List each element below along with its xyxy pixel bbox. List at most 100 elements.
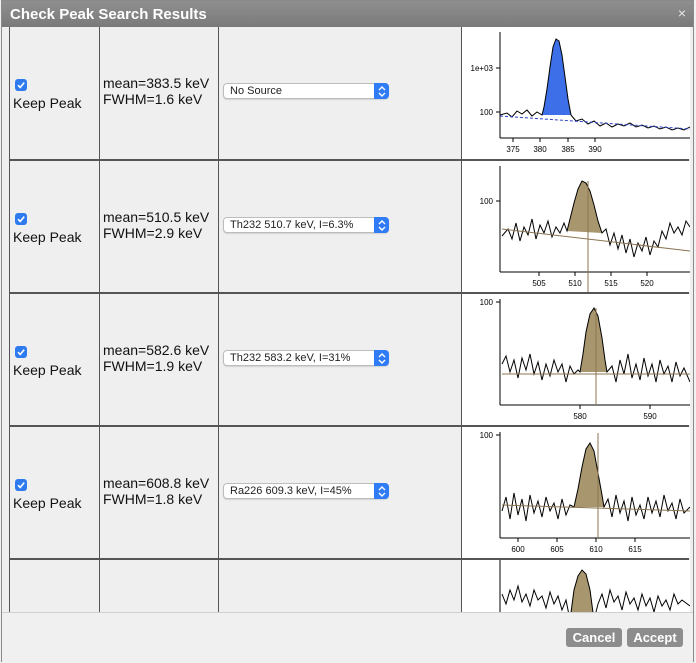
source-select-value: Th232 583.2 keV, I=31% (230, 352, 351, 364)
source-select[interactable]: Th232 510.7 keV, I=6.3% (223, 217, 389, 233)
continuum-line (501, 504, 690, 512)
peak-info-cell: mean=582.6 keV FWHM=1.9 keV (100, 294, 219, 425)
keep-cell: Keep Peak (10, 27, 100, 159)
y-tick-label: 100 (480, 108, 494, 117)
keep-peak-label: Keep Peak (13, 362, 82, 378)
peak-row: Keep Peak mean=582.6 keV FWHM=1.9 keV Th… (9, 293, 690, 426)
peak-mean: mean=510.5 keV (103, 209, 210, 225)
peak-info-cell: mean=510.5 keV FWHM=2.9 keV (100, 161, 219, 292)
peak-fwhm: FWHM=2.9 keV (103, 225, 203, 241)
peak-mean: mean=383.5 keV (103, 75, 210, 91)
peak-fill (580, 308, 607, 372)
x-tick-label: 605 (550, 545, 564, 554)
peak-info: mean=383.5 keV FWHM=1.6 keV (103, 75, 209, 107)
x-tick-label: 600 (511, 545, 525, 554)
peak-plot-cell (462, 560, 690, 612)
peak-plot: 100 505 510 515 520 (480, 166, 690, 292)
select-arrows-icon (374, 483, 389, 499)
source-select-value: No Source (230, 85, 282, 97)
peak-plot (499, 560, 690, 612)
peak-mean: mean=582.6 keV (103, 342, 210, 358)
close-icon[interactable]: × (677, 5, 686, 21)
keep-peak-checkbox[interactable] (15, 346, 27, 358)
keep-peak-label: Keep Peak (13, 229, 82, 245)
check-icon (17, 349, 25, 356)
peak-mean: mean=608.8 keV (103, 475, 210, 491)
peak-row (9, 559, 690, 612)
select-arrows-icon (374, 350, 389, 366)
x-tick-label: 390 (588, 145, 602, 154)
peak-results-list[interactable]: Keep Peak mean=383.5 keV FWHM=1.6 keV No… (2, 27, 693, 612)
y-tick-label: 100 (480, 431, 494, 440)
peak-info: mean=510.5 keV FWHM=2.9 keV (103, 209, 209, 241)
title-bar: Check Peak Search Results × (2, 1, 693, 27)
source-cell: Th232 510.7 keV, I=6.3% (219, 161, 462, 292)
spectrum-line (499, 38, 690, 131)
keep-cell: Keep Peak (10, 427, 100, 558)
peak-row: Keep Peak mean=510.5 keV FWHM=2.9 keV Th… (9, 160, 690, 293)
continuum-line (501, 228, 690, 252)
check-icon (17, 82, 25, 89)
peak-fill (542, 39, 571, 115)
x-tick-label: 615 (628, 545, 642, 554)
spectrum-line (501, 569, 690, 612)
keep-peak-label: Keep Peak (13, 495, 82, 511)
source-select-value: Th232 510.7 keV, I=6.3% (230, 219, 354, 231)
accept-button[interactable]: Accept (627, 628, 683, 647)
continuum-line (499, 115, 690, 130)
y-tick-label: 1e+03 (471, 64, 494, 73)
x-tick-label: 520 (640, 279, 654, 288)
x-tick-label: 375 (506, 145, 520, 154)
x-tick-label: 610 (589, 545, 603, 554)
select-arrows-icon (374, 83, 389, 99)
peak-fill (567, 181, 602, 233)
x-tick-label: 505 (532, 279, 546, 288)
peak-info-cell (100, 560, 219, 612)
select-arrows-icon (374, 217, 389, 233)
source-select[interactable]: Ra226 609.3 keV, I=45% (223, 483, 389, 499)
source-select[interactable]: No Source (223, 83, 389, 99)
peak-plot: 1e+03 100 375 380 385 390 (471, 32, 690, 154)
x-tick-label: 515 (604, 279, 618, 288)
keep-peak-label: Keep Peak (13, 95, 82, 111)
peak-row: Keep Peak mean=608.8 keV FWHM=1.8 keV Ra… (9, 426, 690, 559)
peak-info: mean=608.8 keV FWHM=1.8 keV (103, 475, 209, 507)
source-cell (219, 560, 462, 612)
peak-row: Keep Peak mean=383.5 keV FWHM=1.6 keV No… (9, 27, 690, 160)
x-tick-label: 385 (561, 145, 575, 154)
keep-peak-checkbox[interactable] (15, 213, 27, 225)
keep-peak-checkbox[interactable] (15, 479, 27, 491)
x-tick-label: 510 (568, 279, 582, 288)
peak-plot: 100 580 590 (480, 298, 690, 421)
dialog-footer: Cancel Accept (2, 612, 693, 663)
source-cell: No Source (219, 27, 462, 159)
keep-peak-checkbox[interactable] (15, 79, 27, 91)
source-select[interactable]: Th232 583.2 keV, I=31% (223, 350, 389, 366)
peak-fwhm: FWHM=1.8 keV (103, 491, 203, 507)
dialog-title: Check Peak Search Results (10, 6, 207, 23)
keep-cell (10, 560, 100, 612)
x-tick-label: 590 (643, 412, 657, 421)
spectrum-line (501, 180, 690, 258)
y-tick-label: 100 (480, 298, 494, 307)
check-icon (17, 216, 25, 223)
peak-info-cell: mean=608.8 keV FWHM=1.8 keV (100, 427, 219, 558)
x-tick-label: 380 (533, 145, 547, 154)
peak-plot-cell: 1e+03 100 375 380 385 390 (462, 27, 690, 159)
peak-plot-cell: 100 580 590 (462, 294, 690, 425)
peak-plot-cell: 100 505 510 515 520 (462, 161, 690, 292)
source-select-value: Ra226 609.3 keV, I=45% (230, 485, 352, 497)
cancel-button[interactable]: Cancel (566, 628, 622, 647)
peak-plot: 100 600 605 610 615 (480, 431, 690, 554)
peak-plot-cell: 100 600 605 610 615 (462, 427, 690, 558)
check-icon (17, 482, 25, 489)
spectrum-line (501, 442, 690, 522)
peak-fill (574, 443, 604, 507)
keep-cell: Keep Peak (10, 161, 100, 292)
source-cell: Ra226 609.3 keV, I=45% (219, 427, 462, 558)
x-tick-label: 580 (573, 412, 587, 421)
source-cell: Th232 583.2 keV, I=31% (219, 294, 462, 425)
peak-fwhm: FWHM=1.9 keV (103, 358, 203, 374)
y-tick-label: 100 (480, 197, 494, 206)
